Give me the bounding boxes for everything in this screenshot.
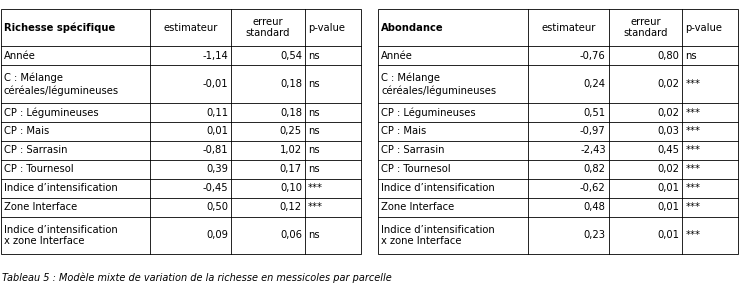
Text: 0,11: 0,11 xyxy=(206,108,228,118)
Text: 0,39: 0,39 xyxy=(206,164,228,174)
Text: Indice d’intensification: Indice d’intensification xyxy=(381,183,495,193)
Text: ns: ns xyxy=(308,145,319,155)
Text: Année: Année xyxy=(381,51,413,61)
Text: -2,43: -2,43 xyxy=(580,145,606,155)
Text: Année: Année xyxy=(4,51,35,61)
Text: ns: ns xyxy=(308,51,319,61)
Text: 0,50: 0,50 xyxy=(206,202,228,212)
Text: 0,18: 0,18 xyxy=(280,108,302,118)
Text: -0,97: -0,97 xyxy=(580,127,606,136)
Text: ***: *** xyxy=(308,183,323,193)
Text: 0,01: 0,01 xyxy=(658,183,680,193)
Text: CP : Tournesol: CP : Tournesol xyxy=(381,164,451,174)
Text: C : Mélange
céréales/légumineuses: C : Mélange céréales/légumineuses xyxy=(381,73,497,96)
Text: ***: *** xyxy=(308,202,323,212)
Text: 0,48: 0,48 xyxy=(584,202,606,212)
Text: Abondance: Abondance xyxy=(381,23,444,33)
Text: Zone Interface: Zone Interface xyxy=(4,202,77,212)
Text: CP : Mais: CP : Mais xyxy=(381,127,426,136)
Text: CP : Mais: CP : Mais xyxy=(4,127,49,136)
Text: p-value: p-value xyxy=(308,23,345,33)
Text: 0,01: 0,01 xyxy=(206,127,228,136)
Text: ***: *** xyxy=(686,202,701,212)
Text: Indice d’intensification
x zone Interface: Indice d’intensification x zone Interfac… xyxy=(381,225,495,246)
Text: -0,76: -0,76 xyxy=(580,51,606,61)
Text: CP : Légumineuses: CP : Légumineuses xyxy=(381,107,476,118)
Text: erreur
standard: erreur standard xyxy=(623,17,668,38)
Text: CP : Sarrasin: CP : Sarrasin xyxy=(381,145,445,155)
Text: estimateur: estimateur xyxy=(163,23,218,33)
Text: 0,06: 0,06 xyxy=(280,230,302,240)
Text: ns: ns xyxy=(308,230,319,240)
Text: ***: *** xyxy=(686,183,701,193)
Text: 0,02: 0,02 xyxy=(658,164,680,174)
Text: 0,10: 0,10 xyxy=(280,183,302,193)
Text: 0,03: 0,03 xyxy=(658,127,680,136)
Text: 0,54: 0,54 xyxy=(280,51,302,61)
Text: ns: ns xyxy=(686,51,697,61)
Text: 0,45: 0,45 xyxy=(658,145,680,155)
Text: 0,82: 0,82 xyxy=(584,164,606,174)
Text: Zone Interface: Zone Interface xyxy=(381,202,454,212)
Text: Richesse spécifique: Richesse spécifique xyxy=(4,22,115,33)
Text: CP : Légumineuses: CP : Légumineuses xyxy=(4,107,98,118)
Text: erreur
standard: erreur standard xyxy=(245,17,290,38)
Text: 0,25: 0,25 xyxy=(280,127,302,136)
Text: ***: *** xyxy=(686,79,701,89)
Text: ns: ns xyxy=(308,127,319,136)
Text: 0,02: 0,02 xyxy=(658,79,680,89)
Text: ***: *** xyxy=(686,108,701,118)
Text: -0,45: -0,45 xyxy=(202,183,228,193)
Text: -0,62: -0,62 xyxy=(580,183,606,193)
Text: C : Mélange
céréales/légumineuses: C : Mélange céréales/légumineuses xyxy=(4,73,119,96)
Text: Indice d’intensification
x zone Interface: Indice d’intensification x zone Interfac… xyxy=(4,225,118,246)
Bar xyxy=(1,9,361,254)
Text: 0,09: 0,09 xyxy=(206,230,228,240)
Text: 0,01: 0,01 xyxy=(658,230,680,240)
Text: CP : Sarrasin: CP : Sarrasin xyxy=(4,145,67,155)
Text: ***: *** xyxy=(686,145,701,155)
Text: -0,01: -0,01 xyxy=(202,79,228,89)
Text: ***: *** xyxy=(686,230,701,240)
Text: 0,23: 0,23 xyxy=(584,230,606,240)
Text: 0,80: 0,80 xyxy=(658,51,680,61)
Text: estimateur: estimateur xyxy=(541,23,596,33)
Text: ***: *** xyxy=(686,164,701,174)
Text: ns: ns xyxy=(308,108,319,118)
Text: -1,14: -1,14 xyxy=(202,51,228,61)
Text: Indice d’intensification: Indice d’intensification xyxy=(4,183,118,193)
Text: ns: ns xyxy=(308,164,319,174)
Text: 0,51: 0,51 xyxy=(584,108,606,118)
Text: ***: *** xyxy=(686,127,701,136)
Bar xyxy=(378,9,738,254)
Text: Tableau 5 : Modèle mixte de variation de la richesse en messicoles par parcelle: Tableau 5 : Modèle mixte de variation de… xyxy=(2,272,392,283)
Text: 0,17: 0,17 xyxy=(280,164,302,174)
Text: 0,01: 0,01 xyxy=(658,202,680,212)
Text: 0,24: 0,24 xyxy=(584,79,606,89)
Text: 0,12: 0,12 xyxy=(280,202,302,212)
Text: p-value: p-value xyxy=(686,23,723,33)
Text: -0,81: -0,81 xyxy=(202,145,228,155)
Text: ns: ns xyxy=(308,79,319,89)
Text: 0,02: 0,02 xyxy=(658,108,680,118)
Text: 0,18: 0,18 xyxy=(280,79,302,89)
Text: CP : Tournesol: CP : Tournesol xyxy=(4,164,73,174)
Text: 1,02: 1,02 xyxy=(280,145,302,155)
